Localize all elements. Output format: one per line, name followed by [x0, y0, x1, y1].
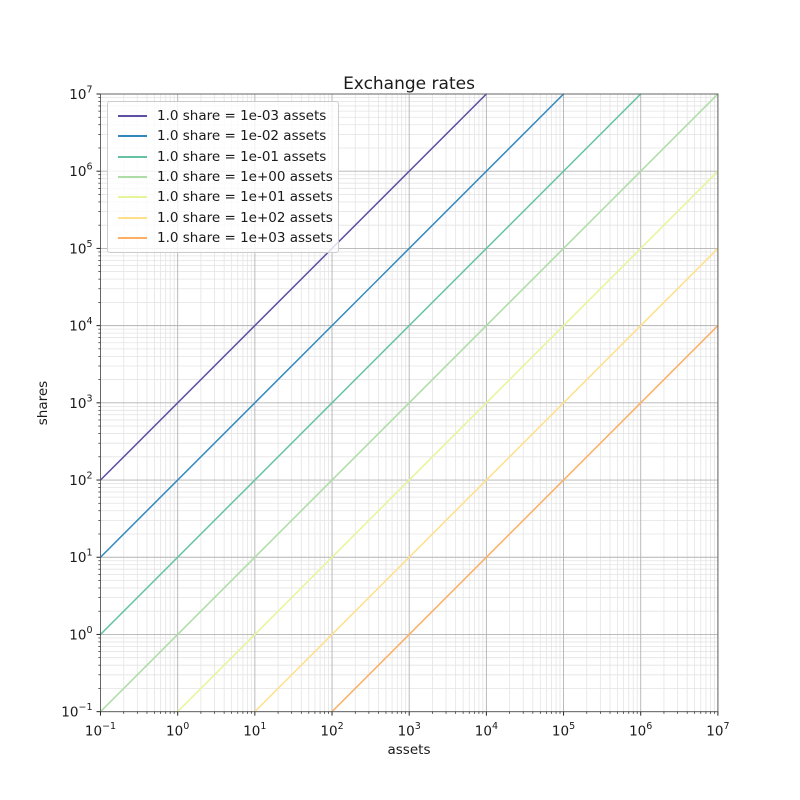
x-tick-label: 102	[320, 721, 343, 740]
chart-title: Exchange rates	[343, 74, 475, 94]
y-tick-label: 104	[69, 316, 92, 335]
x-tick-label: 106	[629, 721, 652, 740]
y-tick-label: 100	[69, 625, 92, 644]
legend-line-swatch	[118, 216, 147, 219]
y-tick-label: 105	[69, 239, 92, 258]
x-tick-label: 101	[243, 721, 266, 740]
series-line-0	[99, 93, 488, 481]
legend-item: 1.0 share = 1e+03 assets	[118, 228, 333, 248]
series-line-3	[99, 93, 719, 713]
legend-item: 1.0 share = 1e+00 assets	[118, 167, 333, 187]
x-tick-label: 104	[475, 721, 498, 740]
x-axis-label: assets	[387, 742, 431, 758]
legend-line-swatch	[118, 175, 147, 178]
legend-item: 1.0 share = 1e-03 assets	[118, 106, 330, 126]
x-tick-label: 10−1	[85, 721, 116, 740]
legend: 1.0 share = 1e-03 assets 1.0 share = 1e-0…	[107, 101, 339, 253]
legend-label: 1.0 share = 1e-01 assets	[157, 148, 327, 165]
y-tick-label: 107	[69, 85, 92, 104]
legend-item: 1.0 share = 1e+02 assets	[118, 208, 333, 228]
legend-label: 1.0 share = 1e-02 assets	[157, 128, 327, 145]
legend-label: 1.0 share = 1e+01 assets	[157, 189, 333, 206]
legend-label: 1.0 share = 1e-03 assets	[157, 108, 327, 125]
legend-line-swatch	[118, 155, 147, 158]
series-line-4	[176, 170, 719, 713]
legend-line-swatch	[118, 196, 147, 199]
series-line-5	[254, 247, 719, 713]
series-line-1	[99, 93, 565, 558]
legend-line-swatch	[118, 115, 147, 118]
x-tick-label: 100	[166, 721, 189, 740]
legend-label: 1.0 share = 1e+02 assets	[157, 209, 333, 226]
y-tick-label: 106	[69, 162, 92, 181]
legend-line-swatch	[118, 236, 147, 239]
y-tick-label: 102	[69, 471, 92, 490]
x-tick-label: 107	[706, 721, 729, 740]
y-tick-label: 10−1	[61, 702, 92, 721]
legend-line-swatch	[118, 135, 147, 138]
y-tick-label: 101	[69, 548, 92, 567]
series-line-6	[331, 324, 719, 713]
legend-label: 1.0 share = 1e+03 assets	[157, 229, 333, 246]
series-line-2	[99, 93, 642, 636]
legend-label: 1.0 share = 1e+00 assets	[157, 168, 333, 185]
y-tick-label: 103	[69, 393, 92, 412]
legend-item: 1.0 share = 1e-02 assets	[118, 126, 330, 146]
legend-item: 1.0 share = 1e+01 assets	[118, 187, 333, 207]
legend-item: 1.0 share = 1e-01 assets	[118, 147, 330, 167]
x-tick-label: 103	[398, 721, 421, 740]
y-axis-label: shares	[35, 380, 51, 426]
x-tick-label: 105	[552, 721, 575, 740]
